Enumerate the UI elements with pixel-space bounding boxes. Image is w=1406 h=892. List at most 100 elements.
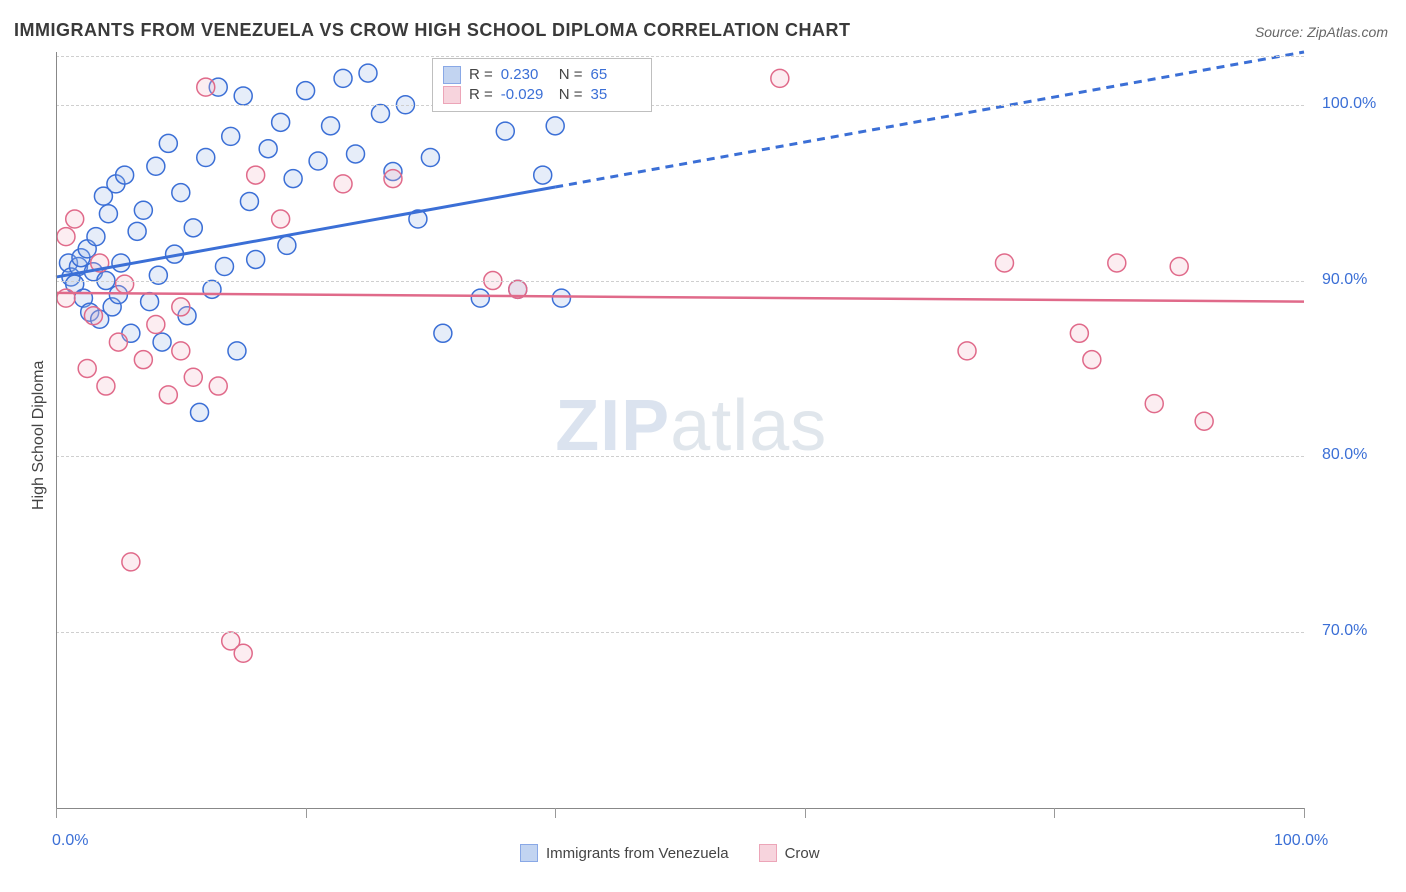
legend-row: R = -0.029 N = 35 bbox=[443, 85, 641, 105]
data-point bbox=[159, 134, 177, 152]
plot-area: 70.0%80.0%90.0%100.0%0.0%100.0% bbox=[56, 52, 1304, 808]
x-tick bbox=[555, 808, 556, 818]
data-point bbox=[771, 69, 789, 87]
data-point bbox=[297, 82, 315, 100]
legend-r-value: -0.029 bbox=[501, 85, 551, 105]
legend-correlation: R = 0.230 N = 65R = -0.029 N = 35 bbox=[432, 58, 652, 112]
legend-r-label: R = bbox=[469, 85, 493, 105]
legend-item: Crow bbox=[759, 844, 820, 862]
data-point bbox=[334, 69, 352, 87]
data-point bbox=[309, 152, 327, 170]
data-point bbox=[116, 275, 134, 293]
gridline bbox=[56, 56, 1304, 57]
x-tick bbox=[805, 808, 806, 818]
trend-line bbox=[56, 293, 1304, 302]
data-point bbox=[371, 105, 389, 123]
data-point bbox=[184, 368, 202, 386]
data-point bbox=[116, 166, 134, 184]
data-point bbox=[172, 298, 190, 316]
chart-title: IMMIGRANTS FROM VENEZUELA VS CROW HIGH S… bbox=[14, 20, 850, 41]
data-point bbox=[552, 289, 570, 307]
data-point bbox=[159, 386, 177, 404]
data-point bbox=[147, 316, 165, 334]
legend-swatch bbox=[443, 66, 461, 84]
data-point bbox=[84, 307, 102, 325]
data-point bbox=[272, 210, 290, 228]
data-point bbox=[128, 222, 146, 240]
legend-n-label: N = bbox=[559, 85, 583, 105]
data-point bbox=[234, 87, 252, 105]
data-point bbox=[334, 175, 352, 193]
legend-row: R = 0.230 N = 65 bbox=[443, 65, 641, 85]
data-point bbox=[958, 342, 976, 360]
gridline bbox=[56, 105, 1304, 106]
data-point bbox=[247, 166, 265, 184]
data-point bbox=[149, 266, 167, 284]
data-point bbox=[78, 359, 96, 377]
data-point bbox=[284, 170, 302, 188]
data-point bbox=[87, 228, 105, 246]
data-point bbox=[1170, 257, 1188, 275]
y-axis bbox=[56, 52, 57, 808]
data-point bbox=[259, 140, 277, 158]
legend-swatch bbox=[520, 844, 538, 862]
data-point bbox=[153, 333, 171, 351]
data-point bbox=[222, 127, 240, 145]
data-point bbox=[995, 254, 1013, 272]
data-point bbox=[172, 184, 190, 202]
data-point bbox=[109, 333, 127, 351]
data-point bbox=[57, 228, 75, 246]
data-point bbox=[240, 192, 258, 210]
data-point bbox=[359, 64, 377, 82]
legend-series-name: Immigrants from Venezuela bbox=[546, 845, 729, 862]
data-point bbox=[147, 157, 165, 175]
data-point bbox=[141, 293, 159, 311]
data-point bbox=[209, 377, 227, 395]
legend-swatch bbox=[443, 86, 461, 104]
legend-r-value: 0.230 bbox=[501, 65, 551, 85]
data-point bbox=[1070, 324, 1088, 342]
data-point bbox=[384, 170, 402, 188]
legend-series-name: Crow bbox=[785, 845, 820, 862]
data-point bbox=[1108, 254, 1126, 272]
data-point bbox=[1083, 351, 1101, 369]
y-tick-label: 90.0% bbox=[1322, 271, 1367, 289]
data-point bbox=[215, 257, 233, 275]
legend-n-value: 35 bbox=[591, 85, 641, 105]
data-point bbox=[228, 342, 246, 360]
y-axis-label: High School Diploma bbox=[30, 361, 48, 510]
data-point bbox=[1145, 395, 1163, 413]
data-point bbox=[1195, 412, 1213, 430]
legend-n-value: 65 bbox=[591, 65, 641, 85]
data-point bbox=[122, 553, 140, 571]
data-point bbox=[546, 117, 564, 135]
data-point bbox=[97, 377, 115, 395]
x-tick bbox=[56, 808, 57, 818]
data-point bbox=[197, 78, 215, 96]
data-point bbox=[184, 219, 202, 237]
legend-item: Immigrants from Venezuela bbox=[520, 844, 729, 862]
data-point bbox=[191, 403, 209, 421]
data-point bbox=[197, 148, 215, 166]
x-tick-label: 0.0% bbox=[52, 832, 88, 850]
legend-r-label: R = bbox=[469, 65, 493, 85]
data-point bbox=[99, 205, 117, 223]
gridline bbox=[56, 456, 1304, 457]
data-point bbox=[134, 201, 152, 219]
y-tick-label: 80.0% bbox=[1322, 446, 1367, 464]
data-point bbox=[66, 210, 84, 228]
data-point bbox=[278, 236, 296, 254]
y-tick-label: 100.0% bbox=[1322, 95, 1376, 113]
data-point bbox=[203, 280, 221, 298]
data-point bbox=[347, 145, 365, 163]
data-point bbox=[322, 117, 340, 135]
data-point bbox=[234, 644, 252, 662]
data-point bbox=[496, 122, 514, 140]
legend-swatch bbox=[759, 844, 777, 862]
chart-svg bbox=[56, 52, 1304, 808]
data-point bbox=[434, 324, 452, 342]
gridline bbox=[56, 281, 1304, 282]
data-point bbox=[134, 351, 152, 369]
data-point bbox=[247, 250, 265, 268]
y-tick-label: 70.0% bbox=[1322, 622, 1367, 640]
